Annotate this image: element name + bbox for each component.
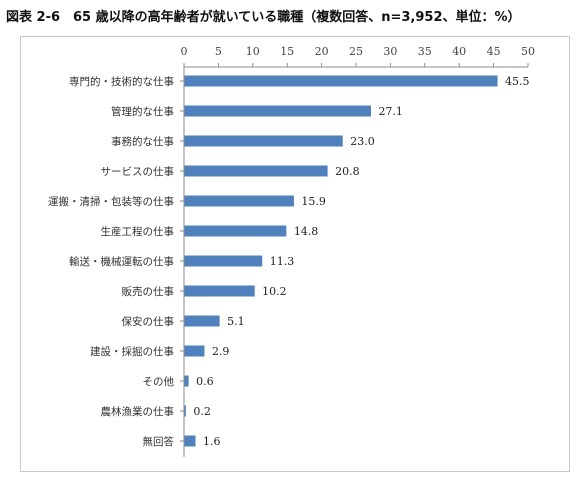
value-label: 27.1 bbox=[378, 105, 403, 118]
category-label: サービスの仕事 bbox=[101, 165, 175, 178]
bar-chart: 0 5 10 15 20 25 30 35 40 45 50 専門的・技術的な仕事 45.5 管理的な仕事… bbox=[48, 45, 535, 457]
value-label: 45.5 bbox=[505, 75, 530, 88]
value-label: 1.6 bbox=[203, 435, 221, 448]
value-label: 20.8 bbox=[335, 165, 360, 178]
x-tick-label: 0 bbox=[181, 45, 188, 58]
chart-title: 図表 2-6 65 歳以降の高年齢者が就いている職種（複数回答、n=3,952、… bbox=[6, 10, 521, 25]
category-label: 事務的な仕事 bbox=[111, 135, 174, 148]
category-label: 専門的・技術的な仕事 bbox=[69, 75, 174, 88]
bar bbox=[184, 405, 186, 417]
bar bbox=[184, 225, 287, 237]
x-tick-label: 15 bbox=[280, 45, 294, 58]
bar bbox=[184, 345, 205, 357]
x-tick-label: 25 bbox=[349, 45, 363, 58]
value-label: 15.9 bbox=[301, 195, 326, 208]
bar bbox=[184, 375, 189, 387]
category-label: その他 bbox=[143, 375, 175, 388]
x-tick-label: 50 bbox=[521, 45, 535, 58]
bar bbox=[184, 165, 328, 177]
x-tick-label: 30 bbox=[383, 45, 397, 58]
category-label: 販売の仕事 bbox=[122, 285, 175, 298]
category-label: 建設・採掘の仕事 bbox=[90, 345, 174, 358]
bar bbox=[184, 255, 263, 267]
value-label: 14.8 bbox=[294, 225, 319, 238]
bar bbox=[184, 105, 371, 117]
bar bbox=[184, 75, 498, 87]
value-label: 23.0 bbox=[350, 135, 375, 148]
category-label: 生産工程の仕事 bbox=[101, 225, 175, 238]
bar bbox=[184, 435, 196, 447]
x-tick-label: 45 bbox=[487, 45, 501, 58]
value-label: 11.3 bbox=[270, 255, 295, 268]
chart-frame: 0 5 10 15 20 25 30 35 40 45 50 専門的・技術的な仕事 45.5 管理的な仕事… bbox=[20, 36, 570, 472]
category-label: 輸送・機械運転の仕事 bbox=[69, 255, 174, 268]
bar bbox=[184, 135, 343, 147]
x-tick-label: 40 bbox=[452, 45, 466, 58]
value-label: 10.2 bbox=[262, 285, 287, 298]
category-label: 無回答 bbox=[143, 435, 175, 448]
category-label: 運搬・清掃・包装等の仕事 bbox=[48, 195, 174, 208]
bar bbox=[184, 315, 220, 327]
value-label: 2.9 bbox=[212, 345, 230, 358]
category-label: 管理的な仕事 bbox=[111, 105, 174, 118]
value-label: 0.6 bbox=[196, 375, 214, 388]
category-label: 農林漁業の仕事 bbox=[101, 405, 175, 418]
category-label: 保安の仕事 bbox=[122, 315, 175, 328]
bar bbox=[184, 285, 255, 297]
bar bbox=[184, 195, 294, 207]
value-label: 5.1 bbox=[227, 315, 245, 328]
x-tick-label: 10 bbox=[246, 45, 260, 58]
x-tick-label: 5 bbox=[215, 45, 222, 58]
x-tick-label: 35 bbox=[418, 45, 432, 58]
x-tick-label: 20 bbox=[315, 45, 329, 58]
value-label: 0.2 bbox=[193, 405, 211, 418]
